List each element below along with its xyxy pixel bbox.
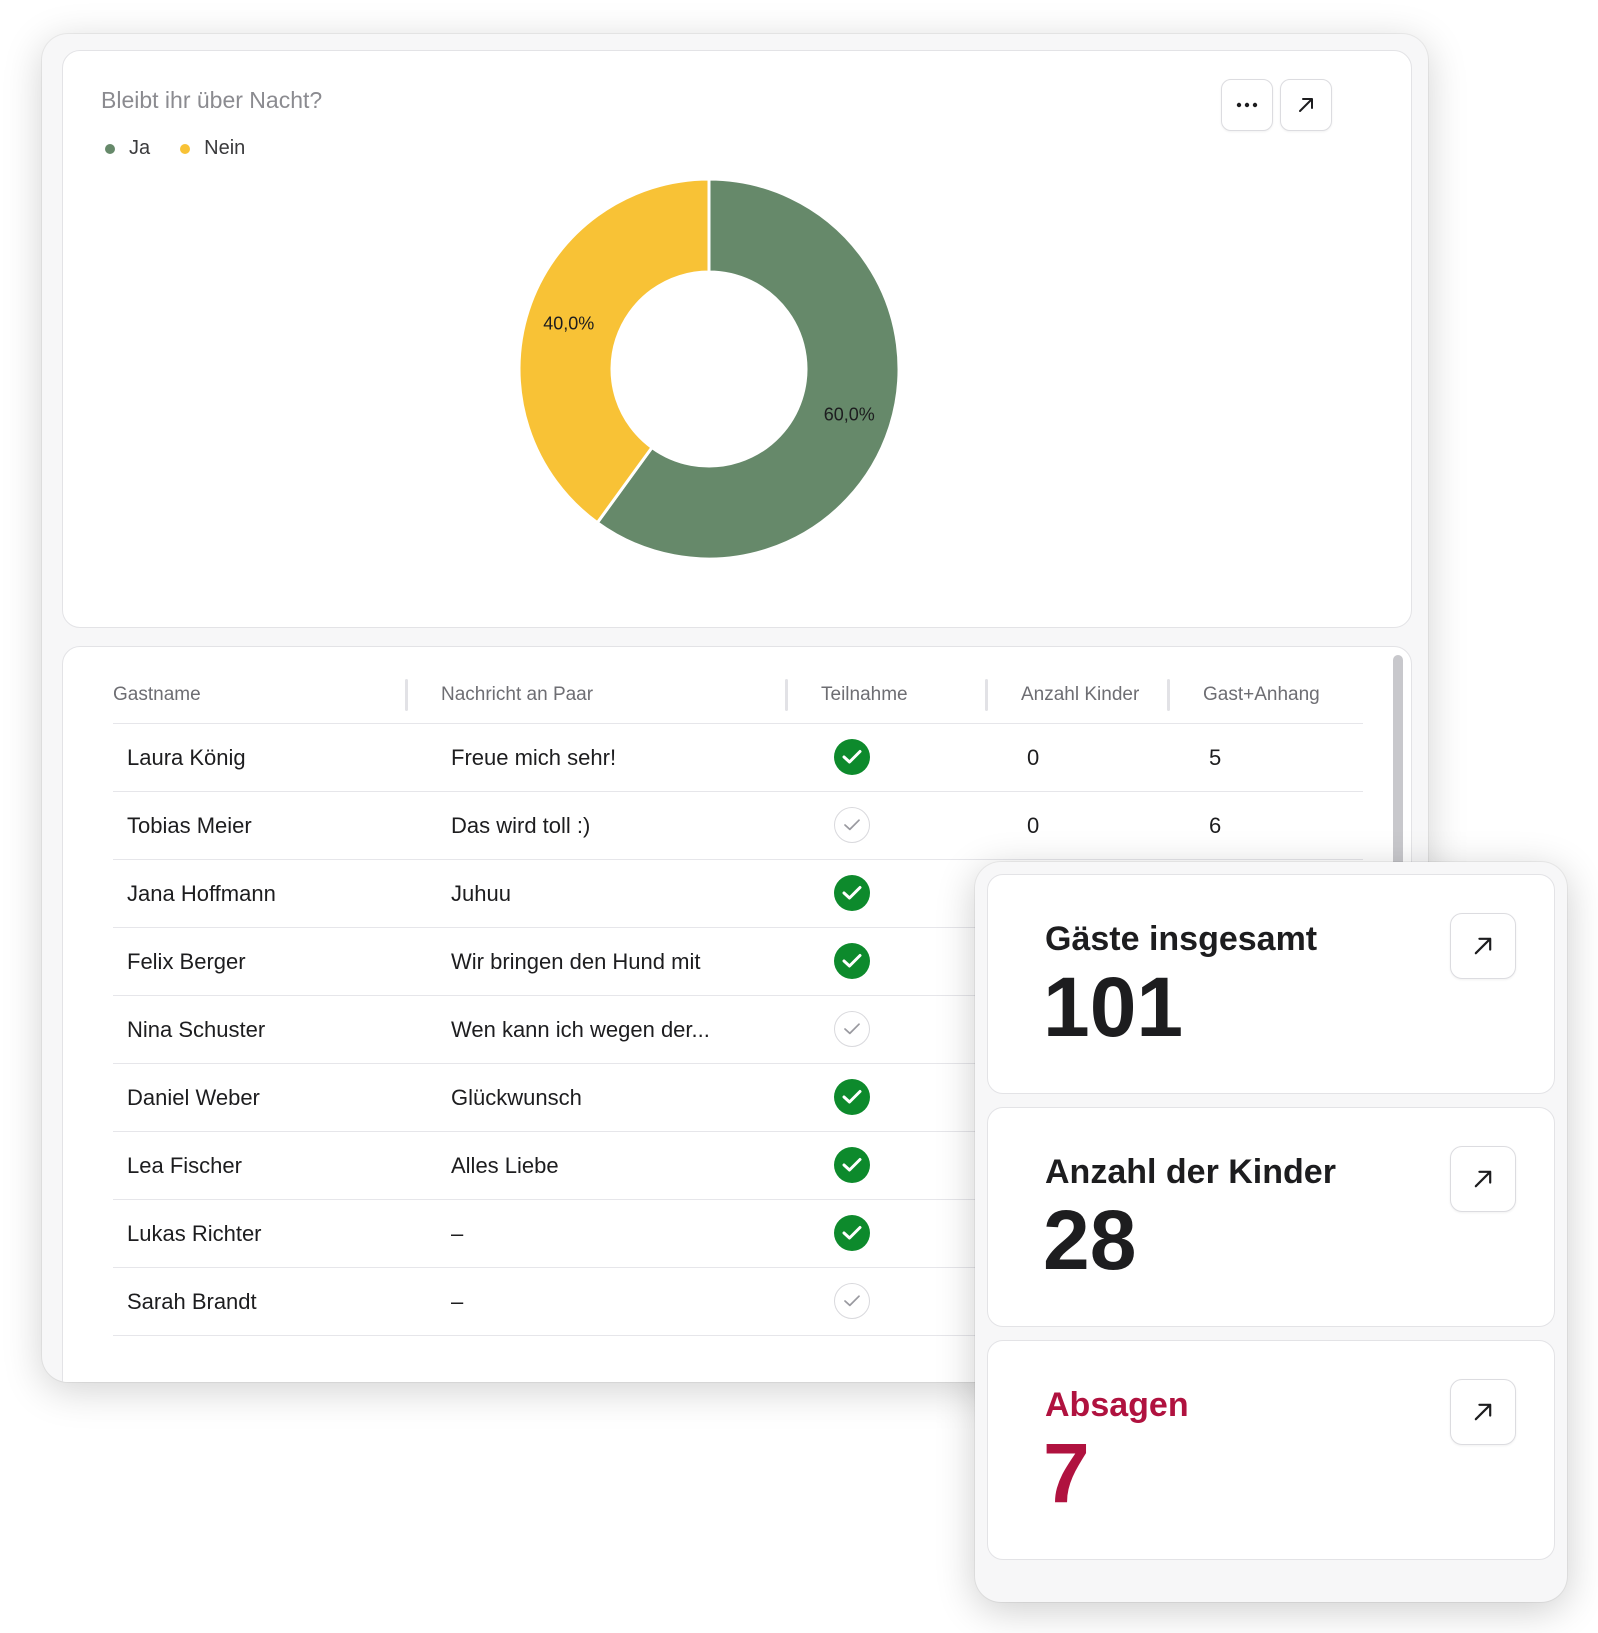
message-cell: Alles Liebe bbox=[451, 1153, 559, 1178]
attendance-pending-icon bbox=[834, 807, 870, 843]
attendance-confirmed-icon bbox=[834, 1215, 870, 1251]
column-resize-handle[interactable] bbox=[785, 679, 788, 711]
attendance-confirmed-icon bbox=[834, 1079, 870, 1115]
donut-chart: 60,0% 40,0% bbox=[517, 177, 901, 561]
guest-name-cell: Daniel Weber bbox=[127, 1085, 260, 1110]
column-resize-handle[interactable] bbox=[1167, 679, 1170, 711]
checkmark-icon bbox=[842, 750, 862, 764]
stat-card[interactable]: Gäste insgesamt 101 bbox=[987, 874, 1555, 1094]
column-header[interactable]: Nachricht an Paar bbox=[441, 684, 594, 705]
message-cell: Wen kann ich wegen der... bbox=[451, 1017, 710, 1042]
stat-value: 101 bbox=[1043, 960, 1184, 1054]
legend-item-nein[interactable]: Nein bbox=[180, 137, 245, 160]
column-header[interactable]: Teilnahme bbox=[821, 684, 908, 705]
checkmark-icon bbox=[842, 954, 862, 968]
checkmark-icon bbox=[844, 1295, 860, 1307]
checkmark-icon bbox=[844, 1023, 860, 1035]
table-row[interactable]: Nina Schuster Wen kann ich wegen der... bbox=[113, 995, 1363, 1063]
arrow-up-right-icon bbox=[1299, 98, 1313, 112]
message-cell: Wir bringen den Hund mit bbox=[451, 949, 701, 974]
attendance-pending-icon bbox=[834, 1283, 870, 1319]
stat-value: 28 bbox=[1043, 1193, 1137, 1287]
legend-dot bbox=[180, 143, 191, 154]
stats-panel: Gäste insgesamt 101 Anzahl der Kinder 28 Abs… bbox=[975, 862, 1567, 1602]
party-size-cell: 6 bbox=[1209, 813, 1222, 838]
overnight-chart-card: Bleibt ihr über Nacht? Ja Nein 60,0% 40,0% bbox=[62, 50, 1412, 628]
column-header[interactable]: Gastname bbox=[113, 684, 201, 705]
attendance-confirmed-icon bbox=[834, 943, 870, 979]
dashboard-window: Bleibt ihr über Nacht? Ja Nein 60,0% 40,0%… bbox=[42, 34, 1428, 1382]
attendance-confirmed-icon bbox=[834, 739, 870, 775]
stat-label: Gäste insgesamt bbox=[1045, 920, 1318, 958]
message-cell: Juhuu bbox=[451, 881, 511, 906]
legend-label: Nein bbox=[204, 137, 246, 159]
attendance-pending-icon bbox=[834, 1011, 870, 1047]
donut-data-label: 40,0% bbox=[543, 313, 594, 333]
donut-slice-ja[interactable] bbox=[595, 177, 901, 561]
table-row[interactable]: Laura König Freue mich sehr! 0 5 bbox=[113, 723, 1363, 791]
guest-name-cell: Tobias Meier bbox=[127, 813, 252, 838]
chart-legend: Ja Nein bbox=[105, 137, 245, 160]
open-stat-button[interactable] bbox=[1450, 1379, 1516, 1445]
table-row[interactable]: Sarah Brandt – bbox=[113, 1267, 1363, 1335]
arrow-up-right-icon bbox=[1474, 1403, 1492, 1421]
donut-slice-nein[interactable] bbox=[517, 177, 711, 525]
guest-name-cell: Lukas Richter bbox=[127, 1221, 262, 1246]
table-row[interactable]: Tobias Meier Das wird toll :) 0 6 bbox=[113, 791, 1363, 859]
column-resize-handle[interactable] bbox=[405, 679, 408, 711]
checkmark-icon bbox=[844, 819, 860, 831]
attendance-confirmed-icon bbox=[834, 1147, 870, 1183]
guest-name-cell: Lea Fischer bbox=[127, 1153, 242, 1178]
party-size-cell: 5 bbox=[1209, 745, 1222, 770]
table-row[interactable]: Daniel Weber Glückwunsch bbox=[113, 1063, 1363, 1131]
more-options-button[interactable] bbox=[1221, 79, 1273, 131]
chart-title: Bleibt ihr über Nacht? bbox=[101, 87, 323, 113]
legend-label: Ja bbox=[129, 137, 151, 159]
guest-name-cell: Jana Hoffmann bbox=[127, 881, 276, 906]
children-count-cell: 0 bbox=[1027, 745, 1040, 770]
message-cell: Das wird toll :) bbox=[451, 813, 591, 838]
table-row[interactable]: Lukas Richter – bbox=[113, 1199, 1363, 1267]
expand-chart-button[interactable] bbox=[1280, 79, 1332, 131]
message-cell: – bbox=[451, 1289, 464, 1314]
guest-name-cell: Laura König bbox=[127, 745, 246, 770]
donut-data-label: 60,0% bbox=[824, 405, 875, 425]
table-row[interactable]: Jana Hoffmann Juhuu bbox=[113, 859, 1363, 927]
checkmark-icon bbox=[842, 1090, 862, 1104]
table-scrollbar[interactable] bbox=[1393, 655, 1403, 875]
children-count-cell: 0 bbox=[1027, 813, 1040, 838]
open-stat-button[interactable] bbox=[1450, 1146, 1516, 1212]
arrow-up-right-icon bbox=[1474, 1170, 1492, 1188]
open-stat-button[interactable] bbox=[1450, 913, 1516, 979]
legend-item-ja[interactable]: Ja bbox=[105, 137, 150, 160]
stat-card[interactable]: Absagen 7 bbox=[987, 1340, 1555, 1560]
message-cell: Glückwunsch bbox=[451, 1085, 582, 1110]
table-row[interactable]: Felix Berger Wir bringen den Hund mit bbox=[113, 927, 1363, 995]
table-header: Gastname Nachricht an Paar Teilnahme Anzahl… bbox=[113, 667, 1343, 723]
guest-name-cell: Felix Berger bbox=[127, 949, 246, 974]
ellipsis-icon bbox=[1236, 102, 1258, 108]
table-body: Laura König Freue mich sehr! 0 5 Tobias Meie… bbox=[113, 723, 1363, 1382]
table-row[interactable]: Lea Fischer Alles Liebe bbox=[113, 1131, 1363, 1199]
message-cell: – bbox=[451, 1221, 464, 1246]
stat-label: Anzahl der Kinder bbox=[1045, 1153, 1336, 1191]
message-cell: Freue mich sehr! bbox=[451, 745, 617, 770]
column-header[interactable]: Gast+Anhang bbox=[1203, 684, 1320, 705]
column-resize-handle[interactable] bbox=[985, 679, 988, 711]
guest-name-cell: Nina Schuster bbox=[127, 1017, 266, 1042]
attendance-confirmed-icon bbox=[834, 875, 870, 911]
stat-label: Absagen bbox=[1045, 1386, 1189, 1424]
column-header[interactable]: Anzahl Kinder bbox=[1021, 684, 1140, 705]
checkmark-icon bbox=[842, 886, 862, 900]
legend-dot bbox=[105, 143, 115, 154]
stat-value: 7 bbox=[1043, 1426, 1090, 1520]
checkmark-icon bbox=[842, 1226, 862, 1240]
table-row-partial[interactable] bbox=[113, 1335, 1363, 1382]
stat-card[interactable]: Anzahl der Kinder 28 bbox=[987, 1107, 1555, 1327]
checkmark-icon bbox=[842, 1158, 862, 1172]
guest-name-cell: Sarah Brandt bbox=[127, 1289, 257, 1314]
arrow-up-right-icon bbox=[1474, 937, 1492, 955]
